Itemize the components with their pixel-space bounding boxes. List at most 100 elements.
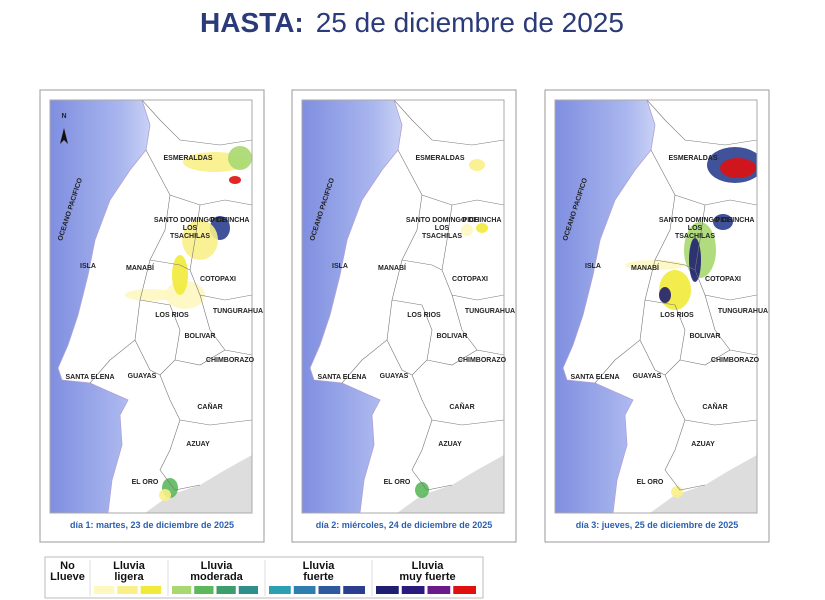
title: HASTA: 25 de diciembre de 2025 (200, 7, 624, 38)
province-label: ISLA (332, 263, 348, 270)
province-label: LOS RIOS (155, 312, 189, 319)
province-label: ISLA (585, 263, 601, 270)
map-frame (49, 99, 253, 514)
province-label: BOLIVAR (690, 333, 721, 340)
rain-area (461, 224, 473, 236)
legend-swatch (94, 586, 115, 594)
map-frame (301, 99, 505, 514)
legend-label: Llueve (50, 571, 85, 583)
land (562, 100, 757, 513)
rain-area (689, 238, 701, 282)
province-label: SANTO DOMINGO DE (154, 217, 227, 224)
legend-swatch (453, 586, 476, 594)
north-label: N (61, 113, 66, 120)
province-border (704, 294, 757, 356)
legend-label: Lluvia (303, 560, 336, 572)
title-lead: HASTA: (200, 7, 304, 38)
map-clip (555, 100, 757, 513)
province-label: GUAYAS (633, 373, 662, 380)
province-border (199, 294, 252, 356)
province-label: SANTA ELENA (66, 374, 115, 381)
province-border (149, 259, 191, 271)
province-label: LOS RIOS (407, 312, 441, 319)
legend-swatch (293, 586, 316, 594)
province-border (189, 204, 252, 301)
legend-swatch (49, 586, 83, 594)
peru (397, 455, 504, 513)
province-label: ESMERALDAS (163, 155, 212, 162)
map: OCEANO PACIFICOESMERALDASPICHINCHASANTO … (301, 99, 515, 514)
province-label: GUAYAS (128, 373, 157, 380)
legend-swatch (427, 586, 451, 594)
province-label: CHIMBORAZO (206, 357, 255, 364)
province-border (386, 339, 413, 376)
rain-area (229, 176, 241, 184)
province-border (426, 349, 478, 366)
legend-label: Lluvia (201, 560, 234, 572)
province-label: TUNGURAHUA (465, 308, 515, 315)
rain-area (476, 223, 488, 233)
province-label: LOS (183, 225, 198, 232)
province-label: PICHINCHA (211, 217, 250, 224)
province-label: SANTO DOMINGO DE (659, 217, 732, 224)
province-border (141, 100, 252, 146)
panel-caption: día 2: miércoles, 24 de diciembre de 202… (316, 520, 493, 530)
province-label: LOS RIOS (660, 312, 694, 319)
province-label: ESMERALDAS (415, 155, 464, 162)
province-label: LOS (435, 225, 450, 232)
rain-area (228, 146, 252, 170)
province-label: CAÑAR (702, 402, 727, 411)
province-label: AZUAY (186, 441, 210, 448)
province-border (694, 204, 757, 301)
province-label: ESMERALDAS (668, 155, 717, 162)
province-label: CAÑAR (449, 402, 474, 411)
province-label: COTOPAXI (452, 276, 488, 283)
panel-caption: día 1: martes, 23 de diciembre de 2025 (70, 520, 234, 530)
rain-area (713, 214, 733, 230)
legend-swatch (140, 586, 161, 594)
province-border (646, 100, 757, 146)
rain-area (469, 159, 485, 171)
province-label: AZUAY (438, 441, 462, 448)
province-border (451, 294, 504, 356)
province-label: BOLIVAR (185, 333, 216, 340)
peru (145, 455, 252, 513)
legend-swatch (117, 586, 138, 594)
province-label: CHIMBORAZO (711, 357, 760, 364)
province-label: GUAYAS (380, 373, 409, 380)
rain-area (659, 287, 671, 303)
province-label: COTOPAXI (705, 276, 741, 283)
province-label: SANTA ELENA (571, 374, 620, 381)
rain-area (720, 158, 756, 178)
province-border (401, 259, 443, 271)
province-border (411, 419, 453, 491)
rain-area (415, 482, 429, 498)
map-frame (554, 99, 758, 514)
legend-swatch (318, 586, 341, 594)
province-label: LOS (688, 225, 703, 232)
legend-swatch (238, 586, 258, 594)
rain-area (671, 486, 683, 498)
legend-swatch (172, 586, 192, 594)
map-clip (50, 100, 252, 513)
legend-label: muy fuerte (399, 571, 455, 583)
province-label: TUNGURAHUA (213, 308, 263, 315)
province-border (391, 299, 433, 376)
province-border (159, 419, 201, 491)
legend-label: Lluvia (412, 560, 445, 572)
legend-label: fuerte (303, 571, 334, 583)
province-label: CHIMBORAZO (458, 357, 507, 364)
land (309, 100, 504, 513)
legend-label: moderada (190, 571, 243, 583)
province-label: ISLA (80, 263, 96, 270)
province-label: AZUAY (691, 441, 715, 448)
legend-swatch (194, 586, 214, 594)
province-label: SANTA ELENA (318, 374, 367, 381)
panel-caption: día 3: jueves, 25 de diciembre de 2025 (576, 520, 739, 530)
province-label: EL ORO (637, 479, 664, 486)
province-border (679, 349, 731, 366)
province-label: MANABÍ (126, 263, 155, 272)
land (57, 100, 252, 513)
panels: N OCEANO PACIFICOESMERALDASPICHINCHASANTO… (39, 89, 770, 543)
